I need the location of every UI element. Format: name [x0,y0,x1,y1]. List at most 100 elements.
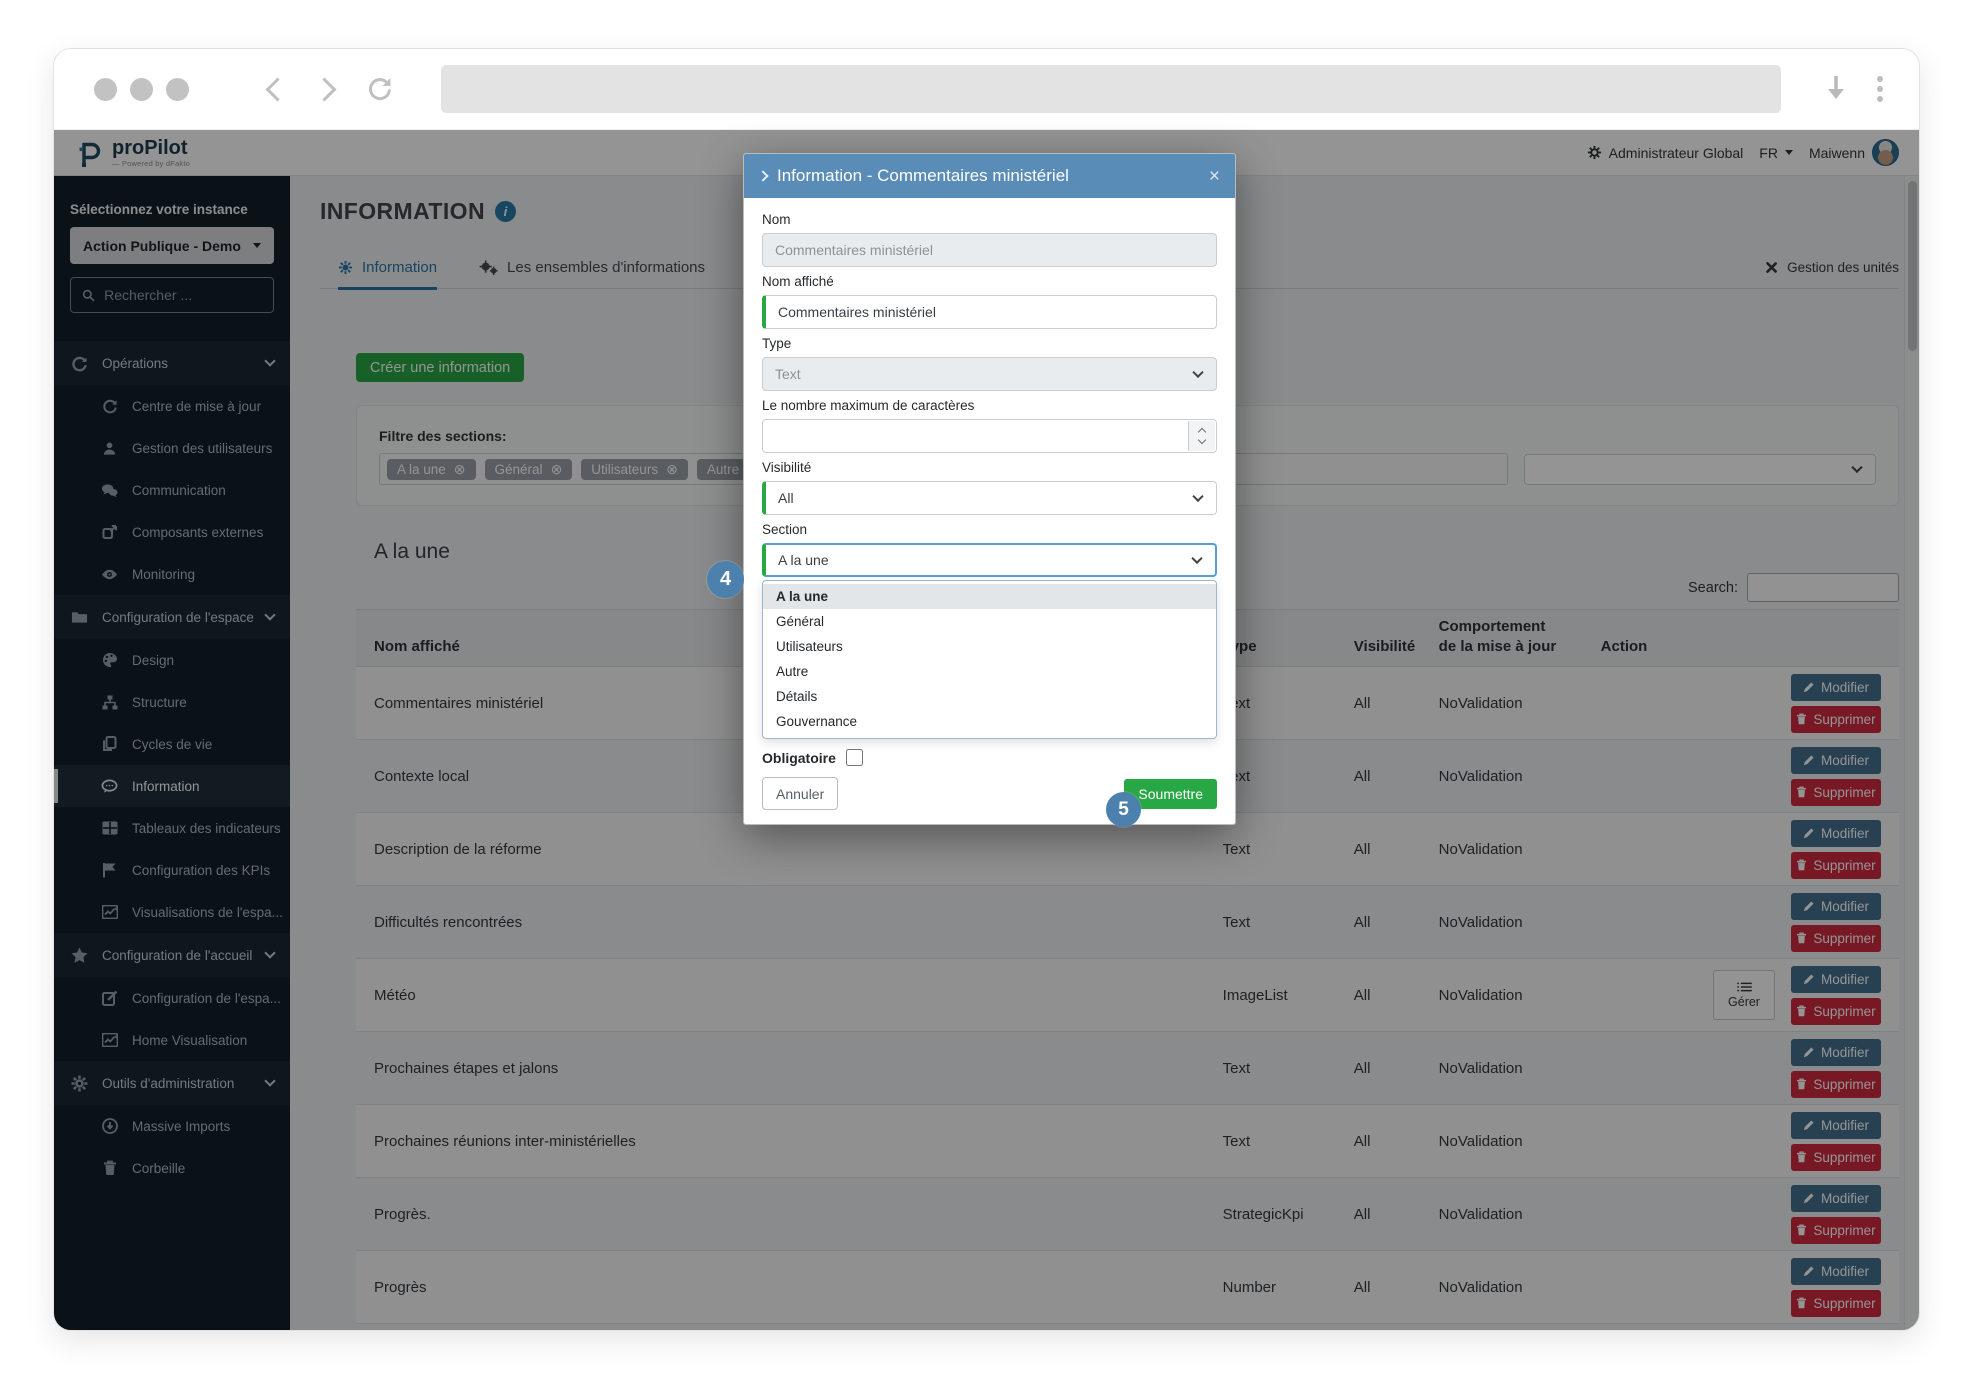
sidebar-group-configuration-espace[interactable]: Configuration de l'espace de ... [54,595,290,639]
instance-select[interactable]: Action Publique - Demo [70,227,274,264]
scrollbar[interactable] [1904,176,1919,1330]
column-header-action[interactable]: Action [1582,609,1899,667]
cell-visibility: All [1335,1250,1421,1324]
window-dot-icon[interactable] [94,77,117,101]
sidebar-item-structure[interactable]: Structure [54,681,290,723]
forward-icon[interactable] [312,76,337,102]
delete-button[interactable]: Supprimer [1791,778,1881,806]
max-chars-field[interactable] [762,419,1217,453]
sidebar-item-monitoring[interactable]: Monitoring [54,553,290,595]
nom-affiche-field[interactable] [762,295,1217,329]
sidebar-item-information[interactable]: Information [54,765,290,807]
modify-button[interactable]: Modifier [1791,965,1881,993]
delete-button[interactable]: Supprimer [1791,924,1881,952]
back-icon[interactable] [265,76,290,102]
user-menu[interactable]: Maiwenn [1809,139,1899,166]
cancel-button[interactable]: Annuler [762,777,839,810]
sidebar-item-configuration-espace-accueil[interactable]: Configuration de l'espa... [54,977,290,1019]
brand-logo[interactable]: proPilot — Powered by dFakto [74,137,190,169]
delete-button[interactable]: Supprimer [1791,705,1881,733]
number-spinner[interactable] [1188,421,1215,451]
sidebar-item-visualisations[interactable]: Visualisations de l'espa... [54,891,290,933]
delete-button[interactable]: Supprimer [1791,1070,1881,1098]
tab-ensembles-informations[interactable]: Les ensembles d'informations [479,259,705,288]
admin-menu[interactable]: Administrateur Global [1587,145,1743,161]
table-row: Météo ImageList All NoValidation Gérer [356,958,1899,1032]
tab-information[interactable]: Information [338,259,438,290]
column-header-update[interactable]: Comportement de la mise à jour [1420,609,1583,667]
delete-button[interactable]: Supprimer [1791,1143,1881,1171]
copy-icon [100,736,119,753]
sidebar-item-configuration-kpis[interactable]: Configuration des KPIs [54,849,290,891]
modify-button[interactable]: Modifier [1791,1257,1881,1285]
create-information-button[interactable]: Créer une information [356,353,525,382]
browser-menu-icon[interactable] [1877,76,1883,102]
sidebar-group-operations[interactable]: Opérations [54,341,290,385]
option-autre[interactable]: Autre [776,664,809,679]
option-general[interactable]: Général [776,614,825,629]
filter-chip[interactable]: Utilisateurs ⊗ [581,458,688,480]
option-details[interactable]: Détails [776,689,818,704]
remove-chip-icon[interactable]: ⊗ [666,461,678,477]
sidebar-item-composants-externes[interactable]: Composants externes [54,511,290,553]
table-search-input[interactable] [1747,573,1899,602]
delete-button[interactable]: Supprimer [1791,1289,1881,1317]
visibilite-select[interactable]: All [762,481,1217,515]
close-icon[interactable]: × [1208,165,1220,187]
modify-button[interactable]: Modifier [1791,1331,1881,1332]
modify-button[interactable]: Modifier [1791,819,1881,847]
info-icon[interactable]: i [494,201,516,222]
modify-button[interactable]: Modifier [1791,1111,1881,1139]
remove-chip-icon[interactable]: ⊗ [550,461,563,477]
option-a-la-une[interactable]: A la une [763,584,1216,609]
sidebar-item-design[interactable]: Design [54,639,290,681]
sidebar-item-tableaux-indicateurs[interactable]: Tableaux des indicateurs [54,807,290,849]
modify-button[interactable]: Modifier [1791,892,1881,920]
delete-button[interactable]: Supprimer [1791,997,1881,1025]
sidebar-group-configuration-accueil[interactable]: Configuration de l'accueil [54,933,290,977]
nom-affiche-input[interactable] [778,304,1204,320]
sidebar-item-home-visualisation[interactable]: Home Visualisation [54,1019,290,1061]
sidebar-item-communication[interactable]: Communication [54,469,290,511]
trash-icon [1797,1078,1807,1090]
modify-button[interactable]: Modifier [1791,1184,1881,1212]
sidebar-search-input[interactable] [104,287,262,303]
modify-button[interactable]: Modifier [1791,1038,1881,1066]
sidebar-item-massive-imports[interactable]: Massive Imports [54,1105,290,1147]
filter-chip[interactable]: A la une ⊗ [387,458,476,480]
option-gouvernance[interactable]: Gouvernance [776,714,858,729]
remove-chip-icon[interactable]: ⊗ [453,461,466,477]
obligatoire-checkbox[interactable] [845,749,863,766]
window-dot-icon[interactable] [166,77,189,101]
download-icon[interactable] [1823,74,1849,104]
sidebar-item-corbeille[interactable]: Corbeille [54,1147,290,1189]
max-chars-input[interactable] [775,428,1204,444]
sidebar-item-label: Massive Imports [132,1118,231,1134]
language-selector[interactable]: FR [1759,145,1793,161]
chevron-right-icon [757,170,769,182]
manage-units-button[interactable]: Gestion des unités [1764,260,1899,288]
filter-chip[interactable]: Général ⊗ [484,458,573,480]
filter-select[interactable] [1524,453,1876,485]
cell-name: Progrès [356,1250,1205,1324]
modify-button[interactable]: Modifier [1791,673,1881,701]
scrollbar-thumb[interactable] [1908,181,1917,351]
reload-icon[interactable] [365,74,395,104]
sidebar-item-cycles-de-vie[interactable]: Cycles de vie [54,723,290,765]
sidebar-group-outils-administration[interactable]: Outils d'administration [54,1061,290,1105]
option-utilisateurs[interactable]: Utilisateurs [776,639,843,654]
section-select-value: A la une [778,552,829,568]
sidebar-search[interactable] [70,277,274,313]
sidebar-item-centre-mise-a-jour[interactable]: Centre de mise à jour [54,385,290,427]
sidebar-item-gestion-utilisateurs[interactable]: Gestion des utilisateurs [54,427,290,469]
spinner-down-icon[interactable] [1197,435,1207,445]
modify-button[interactable]: Modifier [1791,746,1881,774]
delete-button[interactable]: Supprimer [1791,851,1881,879]
column-header-visibility[interactable]: Visibilité [1335,609,1421,667]
manage-button[interactable]: Gérer [1713,970,1775,1020]
delete-button[interactable]: Supprimer [1791,1216,1881,1244]
address-bar[interactable] [441,65,1781,113]
window-dot-icon[interactable] [130,77,153,101]
section-select[interactable]: A la une [762,543,1217,577]
cell-update: NoValidation [1420,885,1583,959]
